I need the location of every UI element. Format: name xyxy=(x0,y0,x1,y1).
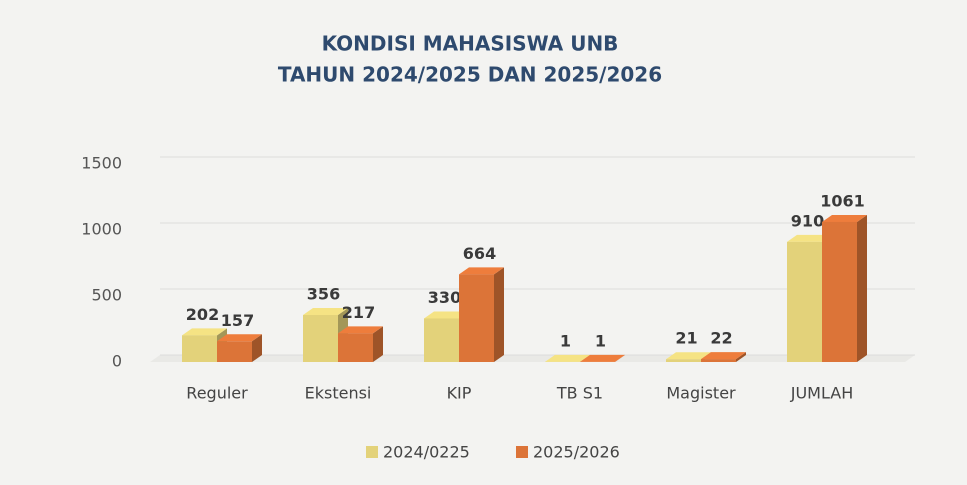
bar xyxy=(701,359,736,362)
bar xyxy=(303,315,338,362)
data-label: 202 xyxy=(186,305,219,324)
bar-top xyxy=(303,308,348,316)
bar xyxy=(182,335,217,362)
data-label: 910 xyxy=(791,211,824,230)
legend-label: 2025/2026 xyxy=(533,443,620,462)
bar-side xyxy=(615,354,625,362)
bar xyxy=(822,221,857,362)
bar xyxy=(787,241,822,362)
bar-side xyxy=(857,214,867,362)
bar-top xyxy=(666,352,711,360)
legend-swatch xyxy=(366,446,378,458)
bar-top xyxy=(182,328,227,336)
bar-top xyxy=(459,267,504,275)
bar-top xyxy=(338,326,383,334)
data-label: 664 xyxy=(463,244,496,263)
data-label: 356 xyxy=(307,285,340,304)
data-label: 1 xyxy=(595,331,606,350)
legend-swatch xyxy=(516,446,528,458)
legend-label: 2024/0225 xyxy=(383,443,470,462)
data-label: 1061 xyxy=(820,191,865,210)
bar xyxy=(217,341,252,362)
y-tick-label: 0 xyxy=(112,352,122,371)
x-tick-label: Magister xyxy=(666,384,736,403)
bar-top xyxy=(701,352,746,360)
x-tick-label: Ekstensi xyxy=(305,384,372,403)
data-label: 21 xyxy=(675,329,697,348)
bar-side xyxy=(494,267,504,362)
x-tick-label: Reguler xyxy=(186,384,248,403)
bar-side xyxy=(736,352,746,362)
data-label: 217 xyxy=(342,303,375,322)
bar-side xyxy=(252,334,262,362)
bar-top xyxy=(424,311,469,319)
bar-side xyxy=(373,326,383,362)
data-label: 157 xyxy=(221,311,254,330)
data-label: 330 xyxy=(428,288,461,307)
data-label: 1 xyxy=(560,331,571,350)
bar-top xyxy=(787,234,832,242)
bar-top xyxy=(822,214,867,222)
x-tick-label: JUMLAH xyxy=(790,384,854,403)
bar-top xyxy=(545,354,590,362)
y-tick-label: 500 xyxy=(91,286,122,305)
bar xyxy=(459,274,494,362)
chart-subtitle: TAHUN 2024/2025 DAN 2025/2026 xyxy=(278,63,662,87)
bar-top xyxy=(217,334,262,342)
y-tick-label: 1000 xyxy=(81,220,122,239)
y-tick-label: 1500 xyxy=(81,154,122,173)
chart-title: KONDISI MAHASISWA UNB xyxy=(322,32,619,56)
bar xyxy=(338,333,373,362)
bar-top xyxy=(580,354,625,362)
bar xyxy=(424,318,459,362)
x-tick-label: TB S1 xyxy=(556,384,603,403)
bar xyxy=(666,359,701,362)
x-tick-label: KIP xyxy=(447,384,472,403)
data-label: 22 xyxy=(710,329,732,348)
